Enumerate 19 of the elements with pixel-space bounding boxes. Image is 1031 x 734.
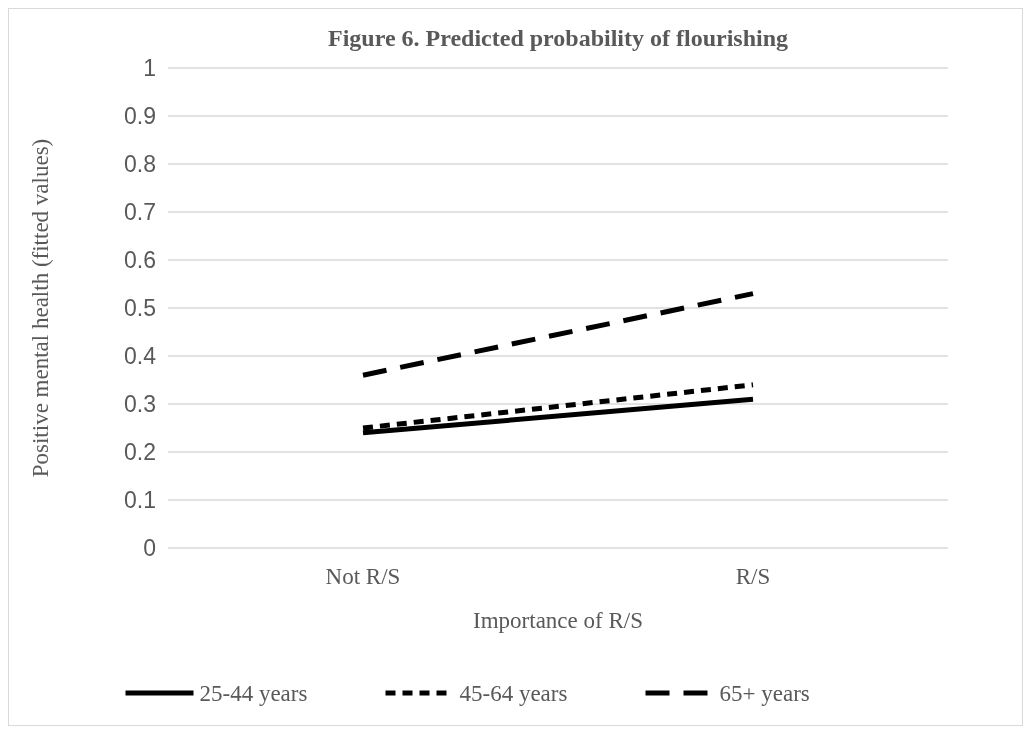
chart-title: Figure 6. Predicted probability of flourishing bbox=[327, 25, 789, 51]
y-tick-label: 0.6 bbox=[124, 247, 156, 274]
x-tick-label: Not R/S bbox=[325, 564, 401, 589]
y-tick-label: 0.4 bbox=[124, 343, 157, 370]
y-tick-label: 0.3 bbox=[124, 391, 156, 418]
y-axis-title: Positive mental health (fitted values) bbox=[28, 138, 53, 478]
x-tick-label: R/S bbox=[735, 564, 771, 589]
y-tick-label: 0.8 bbox=[124, 151, 156, 178]
legend-label: 25-44 years bbox=[199, 681, 308, 707]
y-tick-label: 1 bbox=[143, 55, 156, 82]
y-tick-label: 0.1 bbox=[124, 487, 156, 514]
x-axis-title: Importance of R/S bbox=[473, 608, 643, 633]
y-tick-label: 0.5 bbox=[124, 295, 156, 322]
legend-label: 65+ years bbox=[719, 681, 810, 707]
y-tick-label: 0 bbox=[143, 535, 156, 562]
y-tick-label: 0.9 bbox=[124, 103, 156, 130]
y-tick-label: 0.7 bbox=[124, 199, 156, 226]
y-tick-label: 0.2 bbox=[124, 439, 156, 466]
legend-label: 45-64 years bbox=[459, 681, 568, 707]
